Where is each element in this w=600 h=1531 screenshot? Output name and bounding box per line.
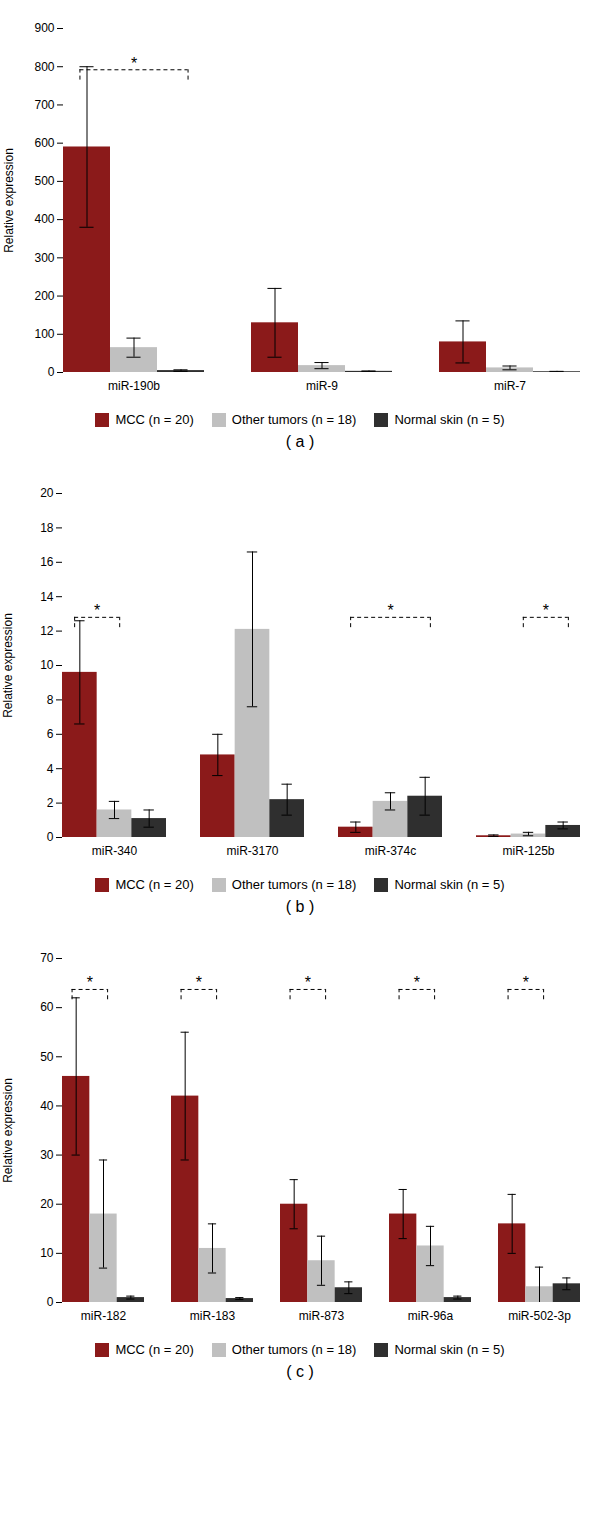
svg-text:8: 8 [47,693,54,707]
svg-text:60: 60 [40,1000,54,1014]
html-text:MCC (n = 20): MCC (n = 20) [115,412,194,427]
svg-text:*: * [387,602,393,619]
svg-text:800: 800 [34,60,54,74]
svg-text:miR-190b: miR-190b [108,379,160,393]
svg-text:50: 50 [40,1050,54,1064]
svg-text:2: 2 [47,796,54,810]
svg-text:700: 700 [34,98,54,112]
svg-text:miR-3170: miR-3170 [226,844,278,858]
svg-text:*: * [131,55,137,72]
svg-text:*: * [414,974,420,991]
svg-text:0: 0 [47,830,54,844]
svg-text:0: 0 [47,1295,54,1309]
html-text:Normal skin (n = 5): Normal skin (n = 5) [394,1342,505,1357]
svg-text:900: 900 [34,21,54,35]
html-text:Other tumors (n = 18): Other tumors (n = 18) [231,412,357,427]
html-text:Other tumors (n = 18): Other tumors (n = 18) [231,1342,357,1357]
html-text:Normal skin (n = 5): Normal skin (n = 5) [394,877,505,892]
svg-text:miR-502-3p: miR-502-3p [508,1309,571,1323]
svg-text:Relative expression: Relative expression [1,1078,15,1183]
svg-text:12: 12 [40,624,54,638]
svg-text:200: 200 [34,289,54,303]
svg-text:10: 10 [40,1246,54,1260]
svg-text:*: * [305,974,311,991]
svg-text:miR-340: miR-340 [92,844,138,858]
svg-text:miR-873: miR-873 [299,1309,345,1323]
svg-text:400: 400 [34,212,54,226]
svg-text:16: 16 [40,555,54,569]
html-text:MCC (n = 20): MCC (n = 20) [115,877,194,892]
svg-text:Relative expression: Relative expression [1,613,15,718]
svg-text:600: 600 [34,136,54,150]
svg-text:40: 40 [40,1099,54,1113]
html-text:( a ): ( a ) [285,433,315,450]
svg-text:*: * [196,974,202,991]
html-text:MCC (n = 20): MCC (n = 20) [115,1342,194,1357]
svg-text:14: 14 [40,590,54,604]
svg-text:70: 70 [40,951,54,965]
svg-text:miR-183: miR-183 [190,1309,236,1323]
svg-text:Relative expression: Relative expression [2,148,16,253]
svg-text:300: 300 [34,251,54,265]
svg-text:10: 10 [40,658,54,672]
svg-text:20: 20 [40,486,54,500]
svg-text:*: * [87,974,93,991]
svg-text:4: 4 [47,762,54,776]
html-text:Other tumors (n = 18): Other tumors (n = 18) [231,877,357,892]
svg-text:30: 30 [40,1148,54,1162]
html-text:( c ): ( c ) [286,1363,314,1380]
svg-text:miR-96a: miR-96a [408,1309,454,1323]
svg-text:*: * [523,974,529,991]
svg-text:*: * [543,602,549,619]
svg-text:20: 20 [40,1197,54,1211]
html-text:Normal skin (n = 5): Normal skin (n = 5) [394,412,505,427]
svg-text:miR-7: miR-7 [494,379,526,393]
svg-text:miR-182: miR-182 [81,1309,127,1323]
svg-text:18: 18 [40,521,54,535]
svg-text:500: 500 [34,174,54,188]
svg-text:6: 6 [47,727,54,741]
svg-text:*: * [94,602,100,619]
svg-text:miR-9: miR-9 [306,379,338,393]
svg-text:0: 0 [48,365,55,379]
svg-text:miR-374c: miR-374c [365,844,416,858]
html-text:( b ): ( b ) [285,898,315,915]
svg-text:100: 100 [34,327,54,341]
svg-text:miR-125b: miR-125b [502,844,554,858]
